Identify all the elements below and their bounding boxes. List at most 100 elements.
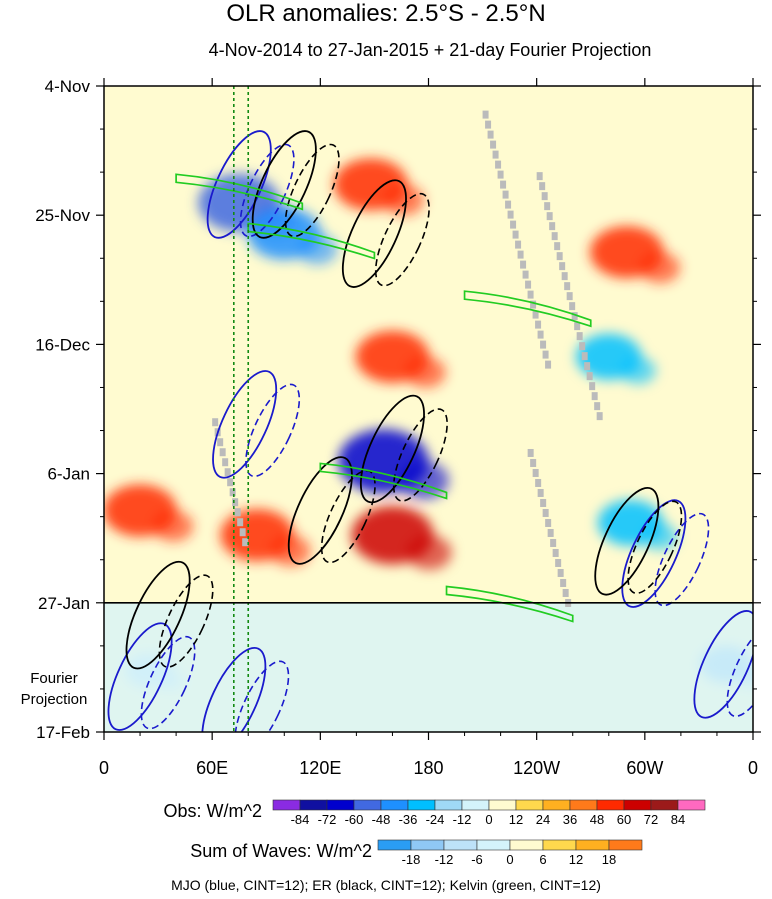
colorbar-swatch — [410, 839, 445, 851]
missing-data-mark — [232, 498, 239, 507]
colorbar-swatch — [650, 799, 679, 811]
colorbar-swatch — [542, 839, 577, 851]
er-contour — [594, 486, 660, 596]
missing-data-mark — [556, 252, 563, 261]
chart-title: OLR anomalies: 2.5°S - 2.5°N — [226, 0, 546, 27]
er-contour — [359, 394, 425, 504]
colorbar-tick-label: 12 — [509, 812, 523, 827]
missing-data-mark — [490, 140, 497, 149]
missing-data-mark — [541, 192, 548, 201]
missing-data-mark — [571, 312, 578, 321]
kelvin-contour — [319, 462, 448, 500]
anomaly-blob — [152, 510, 194, 542]
colorbar-tick-label: -12 — [435, 852, 454, 867]
colorbar-swatch — [299, 799, 328, 811]
y-tick-label: 17-Feb — [36, 723, 90, 742]
missing-data-mark — [505, 200, 512, 209]
colorbar-tick-label: 24 — [536, 812, 550, 827]
missing-data-mark — [222, 458, 229, 467]
missing-data-marks — [212, 110, 603, 607]
missing-data-mark — [566, 292, 573, 301]
colorbar-swatch — [380, 799, 409, 811]
y-tick-label: 4-Nov — [45, 77, 91, 96]
missing-data-mark — [517, 250, 524, 259]
er-contour — [287, 456, 353, 565]
missing-data-mark — [559, 262, 566, 271]
colorbar-swatch — [542, 799, 571, 811]
missing-data-mark — [544, 202, 551, 211]
missing-data-mark — [485, 120, 492, 129]
colorbar-tick-label: -48 — [372, 812, 391, 827]
colorbar-tick-label: 18 — [602, 852, 616, 867]
er-contour — [158, 574, 214, 668]
missing-data-mark — [586, 372, 593, 381]
colorbar-tick-label: -24 — [426, 812, 445, 827]
plot-area — [104, 86, 753, 732]
y-tick-label: 6-Jan — [47, 465, 90, 484]
missing-data-mark — [219, 448, 226, 457]
missing-data-mark — [522, 270, 529, 279]
colorbar-tick-label: 84 — [671, 812, 685, 827]
missing-data-mark — [500, 180, 507, 189]
colorbar-swatch — [407, 799, 436, 811]
colorbar-tick-label: -36 — [399, 812, 418, 827]
colorbar-swatch — [569, 799, 598, 811]
colorbar-title: Obs: W/m^2 — [164, 801, 262, 821]
mjo-contour — [212, 370, 278, 479]
anomaly-blob — [620, 356, 657, 385]
missing-data-mark — [487, 130, 494, 139]
mjo-contour — [206, 130, 272, 239]
obs-colorbar: -84 -72 -60 -48 -36 -24 -12 0 12 24 36 48 60 72 84 Obs:… — [164, 799, 706, 827]
x-tick-label: 0 — [748, 758, 758, 778]
colorbar-tick-label: 36 — [563, 812, 577, 827]
missing-data-mark — [492, 150, 499, 159]
missing-data-mark — [540, 340, 547, 349]
y-tick-label: 27-Jan — [38, 594, 90, 613]
er-contour — [341, 179, 407, 288]
missing-data-mark — [591, 392, 598, 401]
colorbars: -84 -72 -60 -48 -36 -24 -12 0 12 24 36 48 60 72 84Obs:… — [164, 799, 706, 867]
missing-data-mark — [574, 322, 581, 331]
mjo-contour — [239, 143, 295, 238]
mjo-contour — [245, 383, 301, 478]
legend-footnote: MJO (blue, CINT=12); ER (black, CINT=12)… — [171, 877, 601, 893]
y-tick-label: 25-Nov — [35, 206, 90, 225]
colorbar-tick-label: 6 — [539, 852, 546, 867]
colorbar-swatch — [488, 799, 517, 811]
missing-data-mark — [581, 352, 588, 361]
x-axis: 0 60E 120E 180 120W 60W 0 — [99, 78, 758, 778]
mjo-contour — [201, 646, 267, 732]
missing-data-mark — [530, 300, 537, 309]
missing-data-mark — [551, 232, 558, 241]
er-contour — [627, 500, 683, 595]
missing-data-mark — [234, 508, 241, 517]
colorbar-swatch — [596, 799, 625, 811]
missing-data-mark — [525, 280, 532, 289]
missing-data-mark — [227, 478, 234, 487]
missing-data-mark — [497, 170, 504, 179]
colorbar-tick-label: 12 — [569, 852, 583, 867]
colorbar-swatch — [353, 799, 382, 811]
missing-data-mark — [532, 310, 539, 319]
missing-data-mark — [520, 260, 527, 269]
missing-data-mark — [239, 528, 246, 537]
colorbar-swatch — [608, 839, 643, 851]
anomaly-blob — [639, 252, 681, 284]
missing-data-mark — [515, 240, 522, 249]
mjo-contour — [621, 499, 687, 608]
colorbar-swatch — [272, 799, 301, 811]
anomaly-blob — [383, 184, 425, 216]
colorbar-tick-label: 0 — [485, 812, 492, 827]
colorbar-tick-label: -72 — [318, 812, 337, 827]
missing-data-mark — [540, 498, 547, 507]
colorbar-tick-label: 0 — [506, 852, 513, 867]
missing-data-mark — [537, 488, 544, 497]
missing-data-mark — [237, 518, 244, 527]
kelvin-contour — [175, 173, 304, 211]
mjo-contour — [693, 610, 753, 719]
missing-data-mark — [482, 110, 489, 119]
projection-label-line-1: Fourier — [30, 670, 78, 687]
missing-data-mark — [217, 438, 224, 447]
missing-data-mark — [542, 508, 549, 517]
